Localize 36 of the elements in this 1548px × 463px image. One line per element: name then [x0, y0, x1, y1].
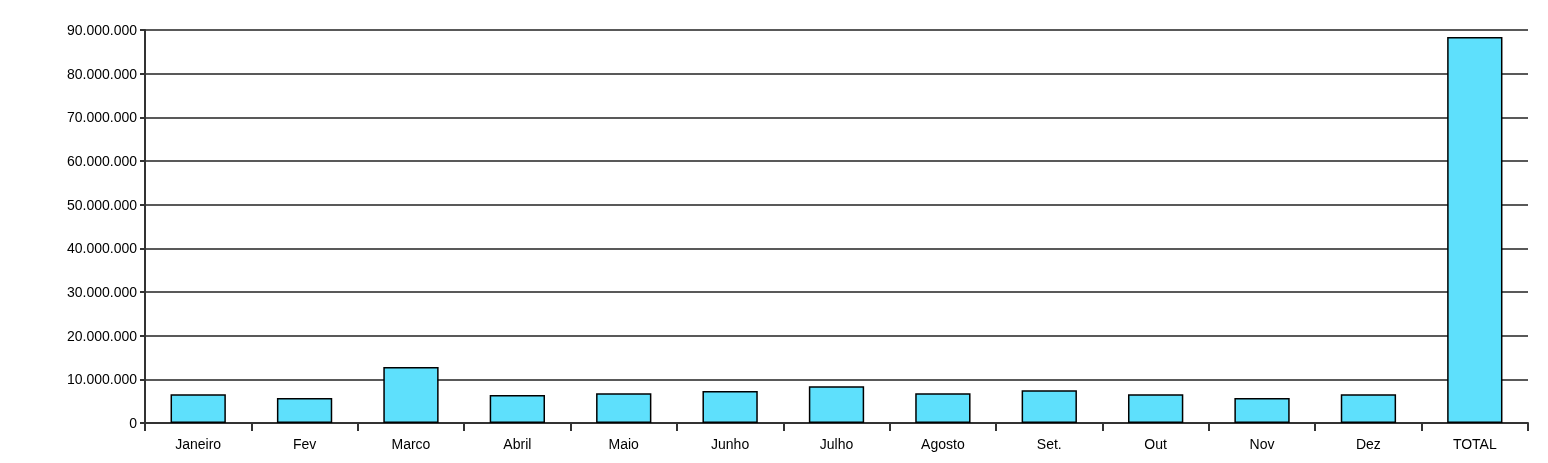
x-tick-label: Fev: [292, 436, 317, 452]
x-tick-label: Maio: [608, 436, 640, 452]
x-tick-label: Nov: [1249, 436, 1275, 452]
bar: [383, 367, 439, 423]
bar: [808, 386, 865, 423]
y-tick-label: 70.000.000: [66, 109, 138, 126]
x-tick-label: Set.: [1036, 436, 1062, 452]
bar: [596, 393, 652, 423]
bar: [1127, 394, 1184, 423]
bar: [489, 395, 546, 423]
x-tick-label: TOTAL: [1452, 436, 1497, 452]
y-tick-label: 20.000.000: [66, 327, 138, 344]
bar: [170, 394, 226, 423]
y-tick-label: 80.000.000: [66, 65, 138, 82]
x-tick-label: Abril: [503, 436, 532, 452]
bar: [276, 398, 333, 423]
y-tick-label: 60.000.000: [66, 153, 138, 169]
bar: [1021, 390, 1077, 423]
y-tick-label: 50.000.000: [66, 196, 138, 213]
y-tick-label: 30.000.000: [66, 284, 138, 300]
bar: [702, 391, 758, 423]
x-tick-label: Agosto: [921, 436, 965, 452]
y-tick-label: 0: [129, 415, 138, 431]
bar: [1340, 394, 1397, 423]
bar: [1234, 398, 1290, 423]
y-tick-label: 90.000.000: [66, 22, 138, 38]
y-tick-label: 40.000.000: [66, 240, 138, 257]
x-tick-label: Junho: [711, 436, 750, 452]
x-tick-label: Out: [1144, 436, 1168, 452]
x-tick-label: Marco: [391, 436, 431, 452]
bar: [1447, 36, 1503, 423]
y-tick-label: 10.000.000: [66, 371, 138, 388]
bar: [915, 393, 971, 423]
x-tick-label: Dez: [1355, 436, 1381, 452]
x-tick-label: Janeiro: [175, 436, 222, 452]
x-tick-label: Julho: [819, 436, 854, 452]
